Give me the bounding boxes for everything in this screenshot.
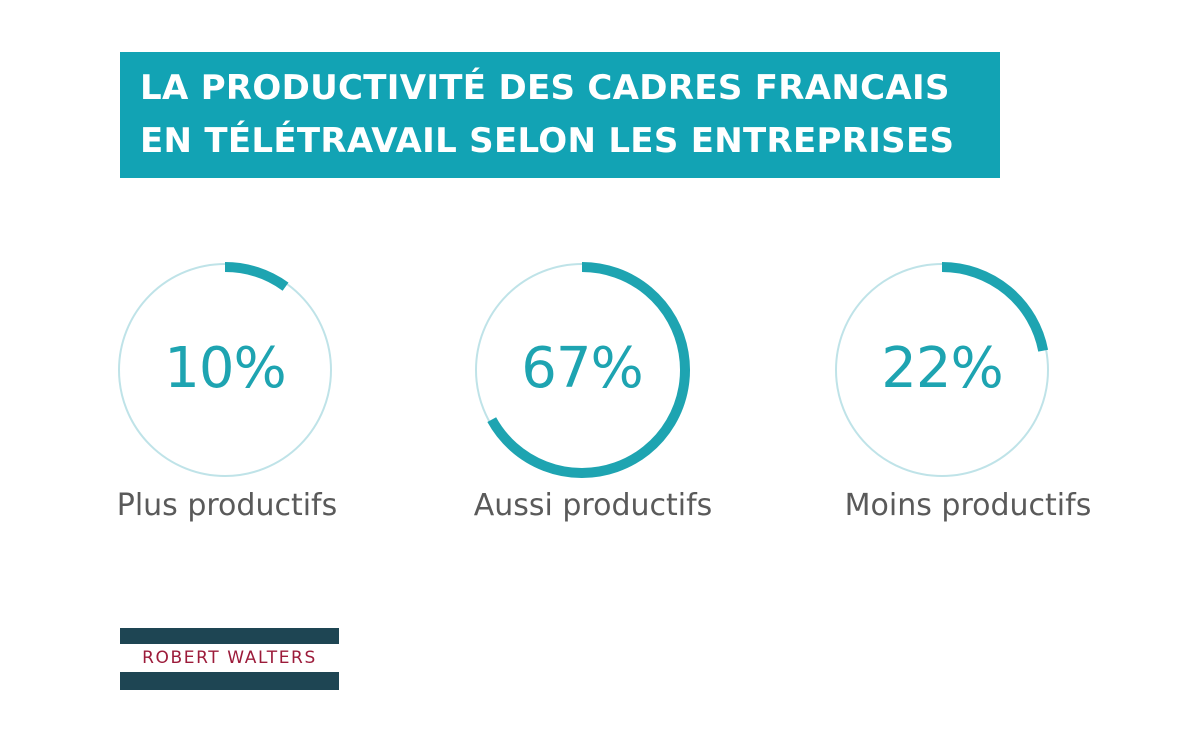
gauge-ring-aussi-productifs — [475, 262, 690, 478]
title-banner: LA PRODUCTIVITÉ DES CADRES FRANCAIS EN T… — [120, 52, 1000, 178]
gauge-label-plus-productifs: Plus productifs — [116, 488, 338, 523]
gauge-arc-moins-productifs — [941, 262, 1049, 352]
gauge-aussi-productifs: 67% — [474, 262, 690, 478]
gauge-value-aussi-productifs: 67% — [521, 336, 643, 401]
logo-text: ROBERT WALTERS — [142, 648, 317, 668]
title-line-2: EN TÉLÉTRAVAIL SELON LES ENTREPRISES — [140, 121, 955, 161]
logo-bar-top — [120, 628, 339, 644]
logo-bar-bottom — [120, 672, 339, 690]
gauge-label-aussi-productifs: Aussi productifs — [473, 488, 713, 523]
gauge-plus-productifs: 10% — [117, 262, 333, 478]
gauge-value-moins-productifs: 22% — [881, 336, 1003, 401]
gauge-moins-productifs: 22% — [834, 262, 1050, 478]
gauge-ring-plus-productifs — [118, 262, 332, 477]
gauge-label-moins-productifs: Moins productifs — [844, 488, 1092, 523]
gauge-ring-moins-productifs — [835, 262, 1049, 477]
title-line-1: LA PRODUCTIVITÉ DES CADRES FRANCAIS — [140, 68, 950, 108]
robert-walters-logo: ROBERT WALTERS — [120, 628, 339, 690]
gauge-arc-plus-productifs — [224, 262, 289, 291]
gauge-value-plus-productifs: 10% — [164, 336, 286, 401]
gauge-arc-aussi-productifs — [487, 262, 690, 478]
